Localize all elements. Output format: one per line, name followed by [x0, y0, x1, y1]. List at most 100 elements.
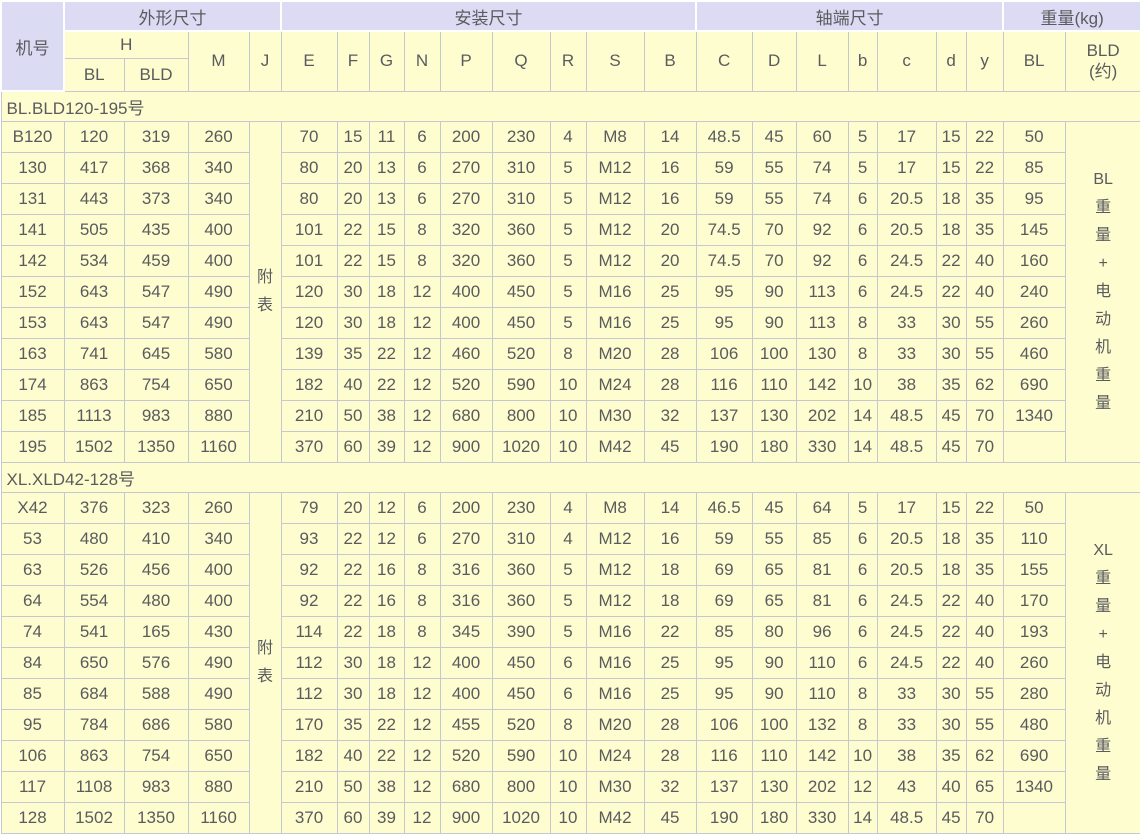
table-cell: 106 [0, 739, 65, 772]
table-cell: 50 [1002, 491, 1066, 524]
table-cell: 450 [491, 646, 551, 679]
table-cell: 20 [336, 151, 370, 184]
table-cell: 754 [123, 739, 189, 772]
table-cell: 92 [280, 584, 338, 617]
table-cell: 12 [368, 522, 405, 555]
table-cell: 22 [643, 615, 697, 648]
table-cell: 53 [0, 522, 65, 555]
table-cell: 40 [965, 646, 1004, 679]
table-cell: 22 [336, 213, 370, 246]
table-cell: 22 [336, 615, 370, 648]
table-cell: 1020 [491, 801, 551, 834]
table-cell: 1160 [187, 430, 250, 463]
table-row: 85 684 588 490 112 30 18 12 400 450 6 M16 25 95 90 110 8… [0, 677, 1140, 710]
group-header-row: 机号 外形尺寸 安装尺寸 轴端尺寸 重量(kg) [0, 0, 1140, 92]
table-cell: 137 [695, 770, 753, 803]
table-cell: 85 [1002, 151, 1066, 184]
table-cell: 90 [751, 677, 797, 710]
table-cell: 139 [280, 337, 338, 370]
table-cell: 554 [63, 584, 125, 617]
table-row: 53 480 410 340 93 22 12 6 270 310 4 M12 16 59 55 85 6 20.… [0, 522, 1140, 555]
col-header-b: b [847, 30, 878, 92]
table-cell: 1020 [491, 430, 551, 463]
table-cell: 16 [643, 151, 697, 184]
table-cell: 100 [751, 337, 797, 370]
table-cell: 22 [935, 646, 967, 679]
table-cell: 260 [187, 120, 250, 153]
table-cell: M42 [585, 430, 645, 463]
table-cell: 520 [439, 739, 493, 772]
table-cell: 110 [1002, 522, 1066, 555]
table-cell: 5 [847, 120, 878, 153]
table-cell: 25 [643, 677, 697, 710]
table-cell: 90 [751, 306, 797, 339]
table-cell: 33 [876, 306, 937, 339]
table-cell: 20.5 [876, 182, 937, 215]
table-cell: 24.5 [876, 244, 937, 277]
table-cell: 900 [439, 801, 493, 834]
table-cell: 319 [123, 120, 189, 153]
table-cell: 30 [336, 677, 370, 710]
table-cell: 85 [695, 615, 753, 648]
table-row: 74 541 165 430 114 22 18 8 345 390 5 M16 22 85 80 96 6 24… [0, 615, 1140, 648]
col-header-J: J [248, 30, 282, 92]
table-cell: 60 [336, 801, 370, 834]
table-row: 84 650 576 490 112 30 18 12 400 450 6 M16 25 95 90 110 6… [0, 646, 1140, 679]
table-cell: 10 [549, 430, 587, 463]
table-cell: 22 [336, 244, 370, 277]
table-cell: 340 [187, 182, 250, 215]
table-cell: 190 [695, 801, 753, 834]
table-cell: 547 [123, 306, 189, 339]
table-cell: 547 [123, 275, 189, 308]
table-cell: 534 [63, 244, 125, 277]
table-cell: M20 [585, 337, 645, 370]
table-cell: 754 [123, 368, 189, 401]
table-row: 130 417 368 340 80 20 13 6 270 310 5 M12 16 59 55 74 5 17… [0, 151, 1140, 184]
weight-column-note: XL 重 量 + 电 动 机 重 量 [1064, 491, 1140, 834]
table-cell: 60 [795, 120, 849, 153]
table-cell: 114 [280, 615, 338, 648]
table-cell: 70 [965, 430, 1004, 463]
table-cell: 680 [439, 770, 493, 803]
table-cell: 6 [403, 182, 441, 215]
table-cell: 14 [847, 801, 878, 834]
table-cell: 110 [751, 739, 797, 772]
table-cell: 784 [63, 708, 125, 741]
table-cell: 580 [187, 708, 250, 741]
table-cell: 28 [643, 739, 697, 772]
table-cell: 260 [1002, 646, 1066, 679]
table-row: X42 376 323 260 附 表 79 20 12 6 200 230 4 M8 14 46.5 45 6… [0, 491, 1140, 834]
table-cell: 155 [1002, 553, 1066, 586]
table-cell: 25 [643, 275, 697, 308]
table-cell: 12 [403, 739, 441, 772]
col-header-c: c [876, 30, 937, 92]
col-header-y: y [965, 30, 1004, 92]
table-cell: 48.5 [876, 430, 937, 463]
table-cell: 490 [187, 275, 250, 308]
table-cell: 101 [280, 244, 338, 277]
table-cell: 182 [280, 368, 338, 401]
table-cell: M16 [585, 306, 645, 339]
table-cell: 193 [1002, 615, 1066, 648]
table-cell: 5 [549, 213, 587, 246]
table-cell: 863 [63, 739, 125, 772]
table-cell: 202 [795, 770, 849, 803]
table-cell: 200 [439, 491, 493, 524]
table-cell: 4 [549, 491, 587, 524]
table-cell: M8 [585, 491, 645, 524]
table-cell: 8 [847, 708, 878, 741]
table-cell: 85 [0, 677, 65, 710]
col-header-Q: Q [491, 30, 551, 92]
table-cell: 20.5 [876, 213, 937, 246]
table-cell: 153 [0, 306, 65, 339]
table-cell: 33 [876, 708, 937, 741]
table-cell: 74 [795, 182, 849, 215]
table-cell: 92 [795, 244, 849, 277]
table-cell: 24.5 [876, 584, 937, 617]
section-title-row: BL.BLD120-195号 [0, 90, 1140, 122]
table-cell: 33 [876, 337, 937, 370]
table-cell: 490 [187, 677, 250, 710]
sub-header-row-2: BL BLD [1, 57, 1140, 92]
table-cell: 33 [876, 677, 937, 710]
table-cell: 96 [795, 615, 849, 648]
